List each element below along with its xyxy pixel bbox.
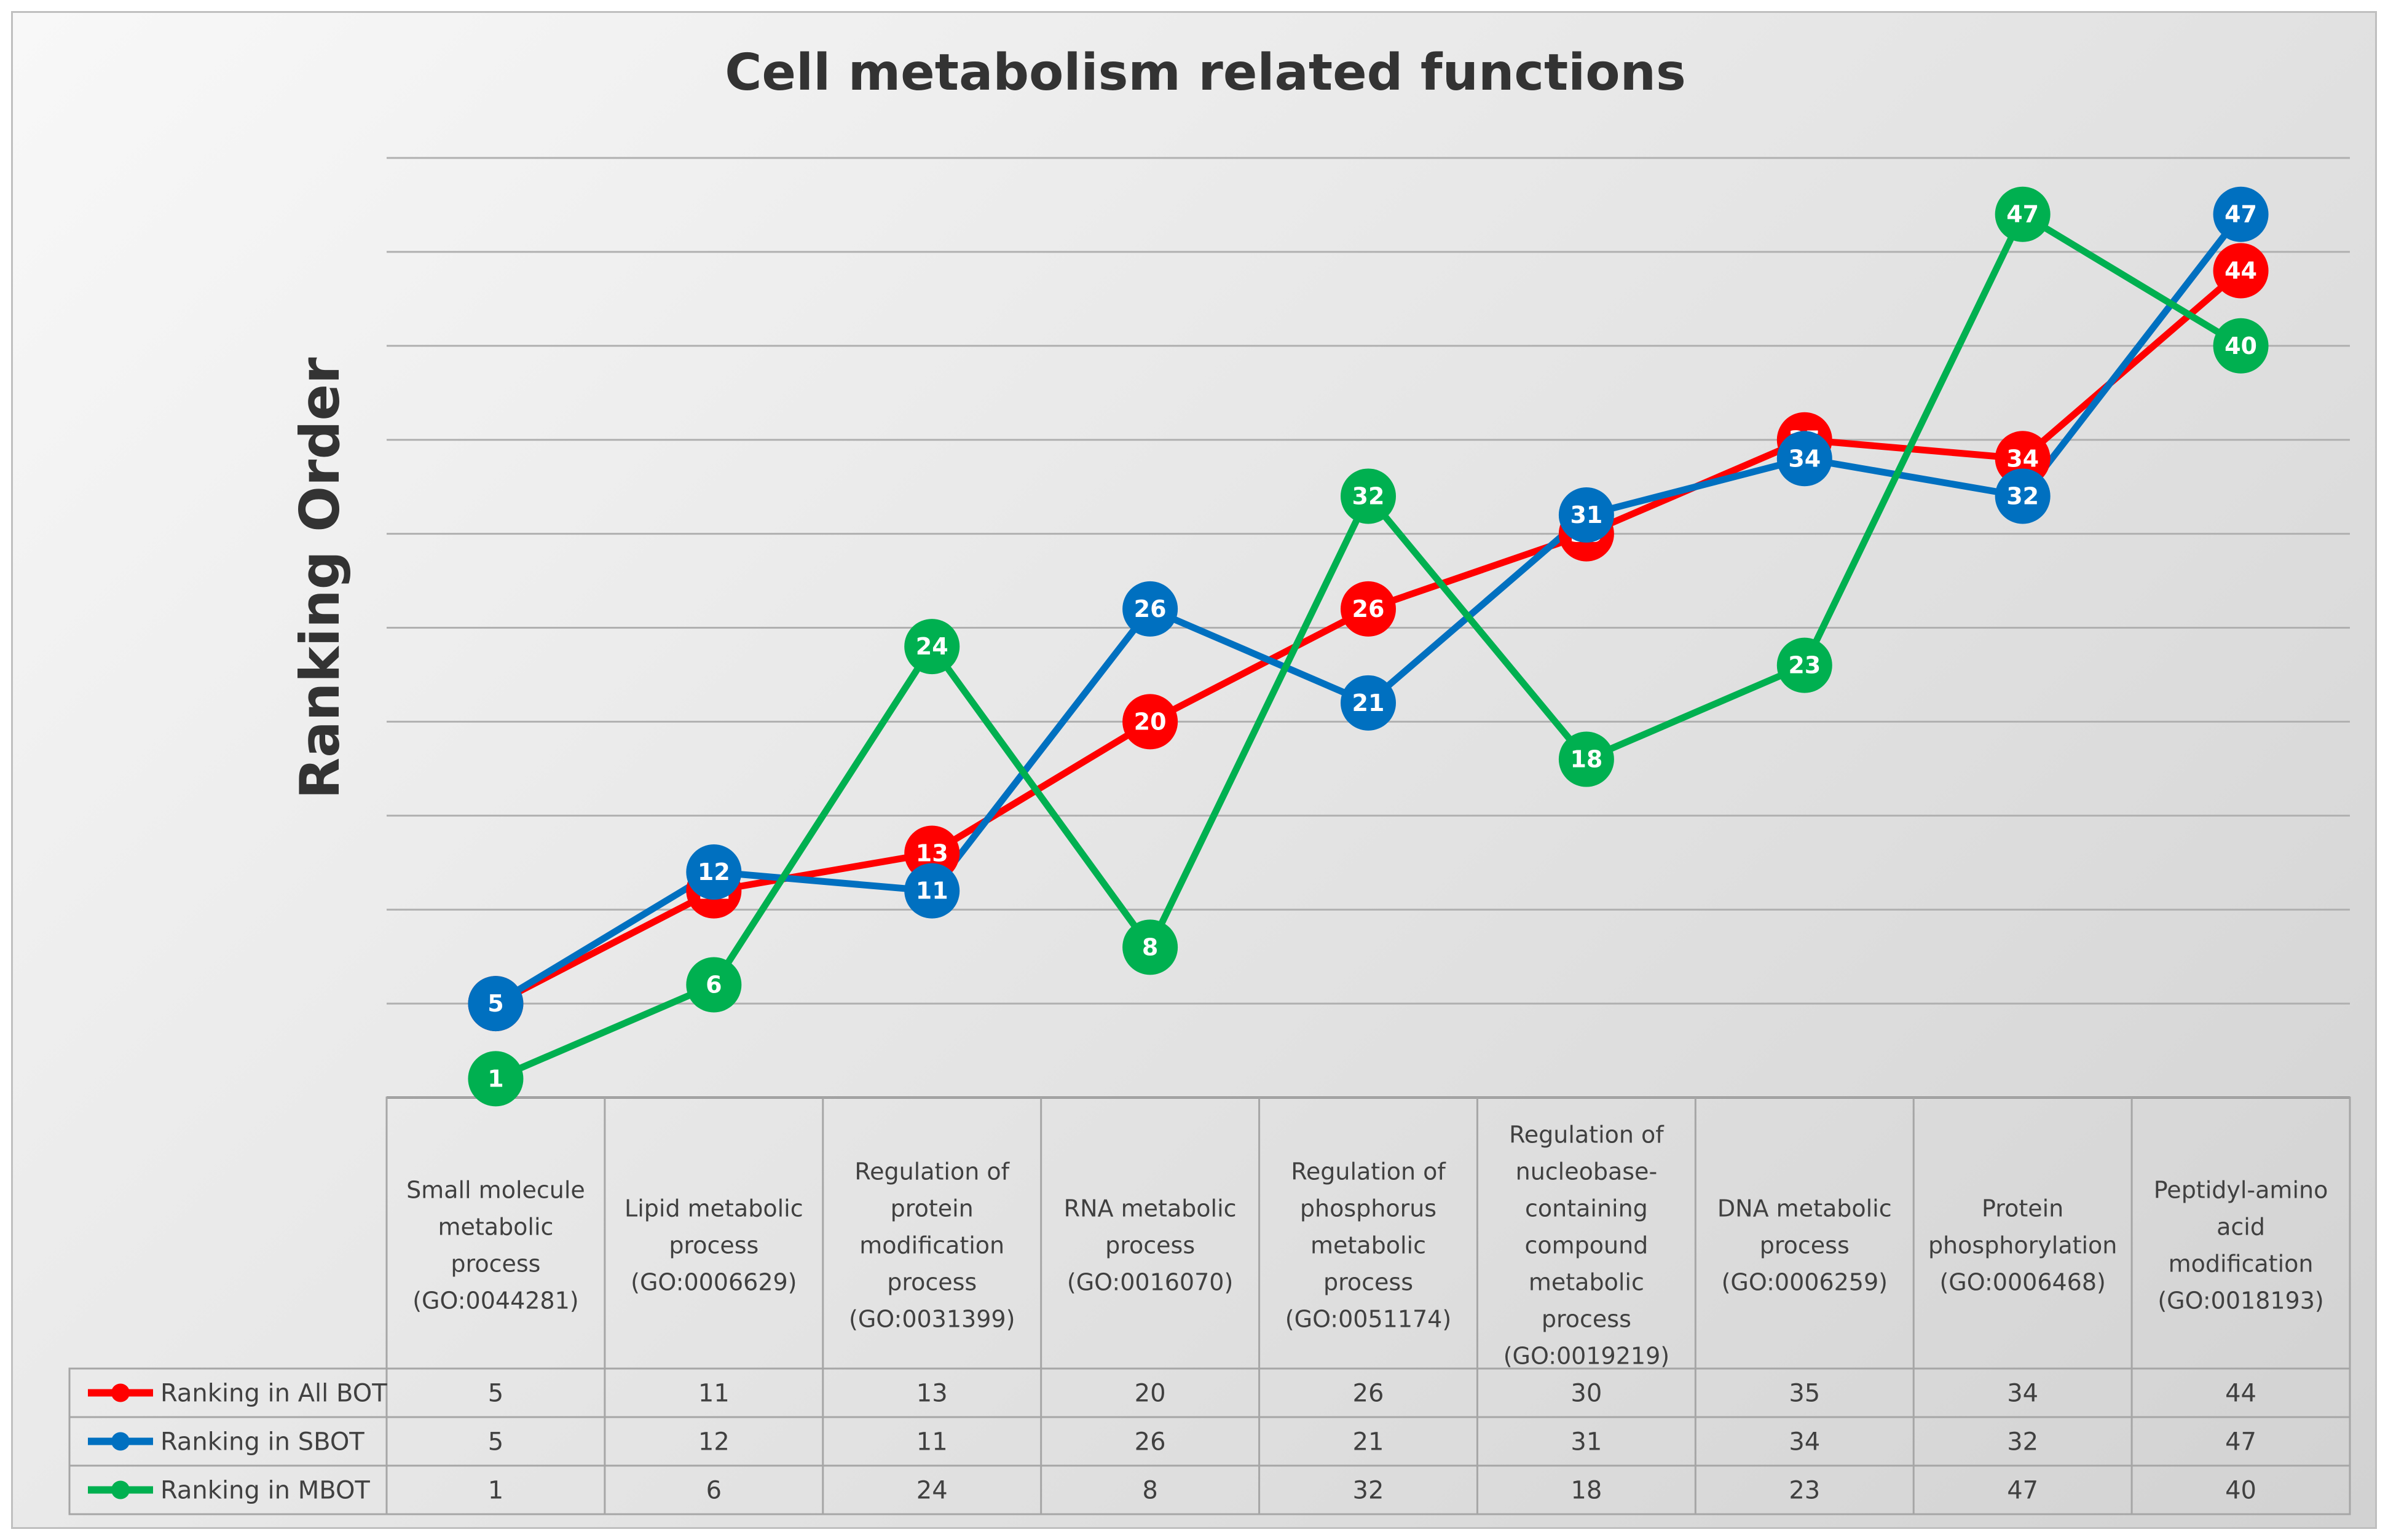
x-tick-label: Peptidyl-amino acid modification (GO:001819… [2154,1177,2328,1314]
table-cell-value: 34 [1789,1428,1820,1456]
data-point [904,619,960,675]
data-label: 26 [1352,595,1385,623]
table-cell-value: 23 [1789,1477,1820,1505]
table-cell-value: 26 [1135,1428,1166,1456]
data-label: 5 [487,990,503,1017]
table-cell-value: 1 [488,1477,503,1505]
data-point [686,957,742,1013]
data-point [468,976,524,1032]
table-cell-value: 34 [2007,1380,2038,1408]
series-line [494,268,2244,1007]
table-cell-value: 20 [1135,1380,1166,1408]
chart-title: Cell metabolism related functions [725,44,1686,102]
data-label: 32 [2006,482,2039,509]
data-point [1995,186,2051,242]
legend-marker-key [111,1480,130,1499]
legend-marker-key [111,1383,130,1402]
data-label: 23 [1788,652,1821,679]
data-point [686,844,742,900]
series-line [494,211,2243,1082]
table-body-border [68,1367,2351,1515]
data-label: 34 [2006,445,2039,472]
table-cell-value: 32 [2007,1428,2038,1456]
data-point [1558,731,1614,787]
table-cell-value: 6 [706,1477,722,1505]
table-cell-value: 5 [488,1380,503,1408]
data-label: 47 [2224,201,2257,228]
data-label: 47 [2006,201,2039,228]
table-cell-value: 11 [698,1380,730,1408]
data-label: 21 [1352,689,1385,717]
data-label: 34 [1788,445,1821,472]
table-cell-value: 47 [2225,1428,2256,1456]
series-lines [494,211,2244,1082]
data-point [1995,468,2051,524]
x-tick-label: Regulation of nucleobase-containing compou… [1503,1122,1669,1370]
table-cell-value: 31 [1570,1428,1602,1456]
data-label: 18 [1570,746,1602,773]
table-cell-value: 11 [916,1428,948,1456]
data-label: 8 [1142,933,1158,961]
x-tick-label: Small molecule metabolic process (GO:004428… [406,1177,585,1314]
data-point [2213,318,2269,374]
data-label: 26 [1134,595,1167,623]
data-label: 20 [1134,708,1167,735]
data-point [1122,581,1178,637]
table-cell-value: 30 [1570,1380,1602,1408]
data-label: 32 [1352,482,1385,509]
legend-entry: Ranking in MBOT [160,1477,370,1505]
table-cell-value: 24 [916,1477,948,1505]
table-cell-value: 35 [1789,1380,1820,1408]
x-tick-label: RNA metabolic process (GO:0016070) [1064,1195,1237,1296]
data-point [1776,431,1832,487]
data-label: 12 [698,858,730,886]
data-point [1558,487,1614,543]
series-markers: 5111320263035344451211262131343247162483… [468,186,2269,1107]
table-cell-value: 8 [1142,1477,1157,1505]
legend-marker-key [111,1432,130,1451]
table-cell-value: 21 [1353,1428,1384,1456]
data-point [1776,637,1832,693]
data-point [2213,186,2269,242]
x-tick-label: Lipid metabolic process (GO:0006629) [625,1195,803,1296]
data-point [1122,694,1178,750]
table-cell-value: 26 [1353,1380,1384,1408]
data-point [468,1051,524,1107]
table-cell-value: 12 [698,1428,730,1456]
x-tick-label: Regulation of phosphorus metabolic process(… [1285,1158,1451,1333]
data-point [1341,675,1396,731]
data-label: 44 [2224,257,2257,284]
legend-entry: Ranking in SBOT [160,1428,365,1456]
chart: Small molecule metabolic process (GO:004428… [11,11,2377,1529]
x-tick-label: Protein phosphorylation (GO:0006468) [1928,1195,2117,1296]
table-cell-value: 18 [1570,1477,1602,1505]
data-label: 1 [487,1065,503,1092]
data-label: 13 [916,839,948,866]
data-label: 31 [1570,501,1602,528]
table-cell-value: 32 [1353,1477,1384,1505]
data-label: 40 [2224,332,2257,359]
table-cell-value: 40 [2225,1477,2256,1505]
table-cell-value: 47 [2007,1477,2038,1505]
table-cell-value: 44 [2225,1380,2256,1408]
data-table: Small molecule metabolic process (GO:004428… [68,1096,2351,1515]
data-point [1341,468,1396,524]
data-point [1341,581,1396,637]
legend-entry: Ranking in All BOT [160,1380,387,1408]
x-tick-label: DNA metabolic process (GO:0006259) [1717,1195,1892,1296]
data-label: 6 [706,972,722,999]
x-tick-label: Regulation of protein modification process(… [849,1158,1015,1333]
table-cell-value: 13 [916,1380,948,1408]
chart-canvas: Small molecule metabolic process (GO:004428… [68,44,2351,1515]
data-point [904,863,960,919]
data-point [1122,919,1178,975]
table-cell-value: 5 [488,1428,503,1456]
data-point [2213,243,2269,299]
data-label: 24 [916,633,948,660]
data-label: 11 [916,878,948,905]
y-axis-label: Ranking Order [288,357,352,799]
